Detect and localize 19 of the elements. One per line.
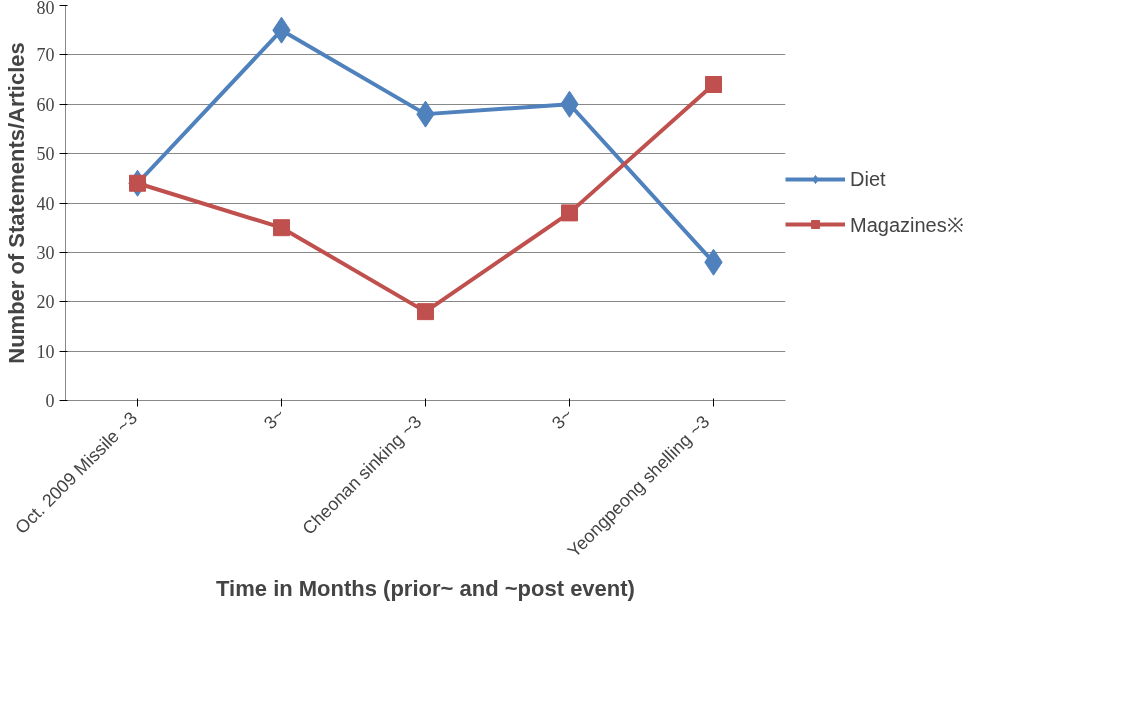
y-tick-label: 0 xyxy=(45,391,55,411)
y-tick-label: 40 xyxy=(36,193,55,214)
x-tick-label: 3~ xyxy=(547,404,577,434)
x-axis-title: Time in Months (prior~ and ~post event) xyxy=(216,576,635,602)
point xyxy=(273,219,290,237)
point xyxy=(417,303,434,321)
point xyxy=(561,204,578,222)
y-tick-label: 70 xyxy=(36,45,55,66)
x-tick-label: 3~ xyxy=(259,404,289,434)
point xyxy=(705,76,722,93)
legend-label: Magazines※ xyxy=(850,212,965,238)
y-tick-label: 20 xyxy=(36,292,55,313)
legend-label: Diet xyxy=(850,167,887,191)
y-axis-title: Number of Statements/Articles xyxy=(3,42,29,364)
y-tick-label: 80 xyxy=(36,0,55,18)
y-tick-label: 30 xyxy=(36,242,55,263)
y-tick-label: 50 xyxy=(36,144,55,165)
y-tick-label: 10 xyxy=(36,341,55,362)
y-tick-label: 60 xyxy=(36,94,55,115)
